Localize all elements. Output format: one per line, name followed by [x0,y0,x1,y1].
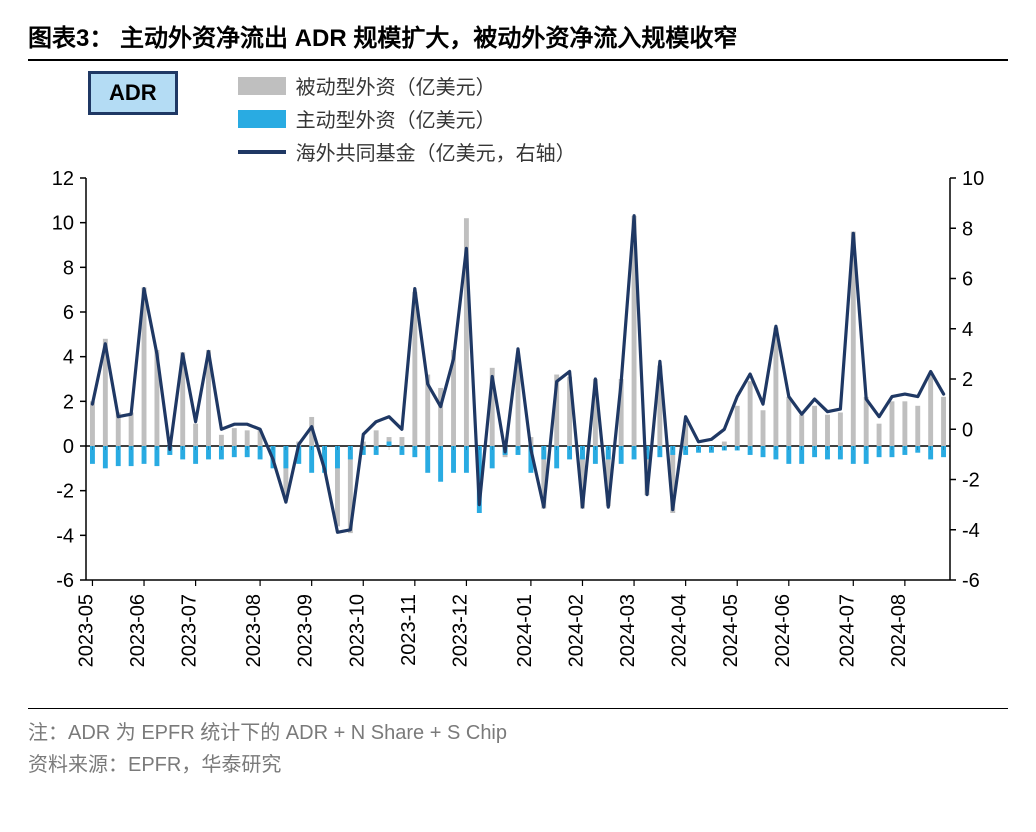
svg-text:-6: -6 [56,570,74,592]
chart-svg: -6 -4 -2 0 2 4 6 8 10 12 -6 -4 -2 0 2 4 6 8 10 2023-05 2023-… [28,170,1008,700]
swatch-active [238,110,286,128]
svg-text:-2: -2 [962,470,980,492]
svg-text:2023-11: 2023-11 [398,594,420,666]
swatch-passive [238,77,286,95]
footnote-1: 注：ADR 为 EPFR 统计下的 ADR + N Share + S Chip [28,717,1008,749]
svg-text:-4: -4 [56,525,74,547]
svg-text:6: 6 [962,269,973,291]
svg-text:2023-08: 2023-08 [243,594,265,667]
legend-label-passive: 被动型外资（亿美元） [296,71,496,100]
svg-text:-2: -2 [56,481,74,503]
svg-text:2024-08: 2024-08 [888,594,910,667]
legend: ADR 被动型外资（亿美元） 主动型外资（亿美元） 海外共同基金（亿美元，右轴） [28,71,1008,166]
svg-text:8: 8 [63,257,74,279]
adr-badge: ADR [88,71,178,115]
svg-text:8: 8 [962,218,973,240]
svg-text:6: 6 [63,302,74,324]
svg-text:10: 10 [52,213,74,235]
legend-label-active: 主动型外资（亿美元） [296,104,496,133]
svg-text:-4: -4 [962,520,980,542]
legend-label-fund: 海外共同基金（亿美元，右轴） [296,137,576,166]
svg-text:2023-12: 2023-12 [449,594,471,667]
svg-text:2024-01: 2024-01 [514,594,536,667]
legend-item-active: 主动型外资（亿美元） [238,104,576,133]
chart-area: -6 -4 -2 0 2 4 6 8 10 12 -6 -4 -2 0 2 4 6 8 10 2023-05 2023-… [28,170,1008,700]
svg-text:4: 4 [962,319,973,341]
footnote-2: 资料来源：EPFR，华泰研究 [28,749,1008,781]
svg-text:2024-05: 2024-05 [720,594,742,667]
legend-item-passive: 被动型外资（亿美元） [238,71,576,100]
chart-title: 图表3： 主动外资净流出 ADR 规模扩大，被动外资净流入规模收窄 [28,18,1008,61]
svg-text:0: 0 [63,436,74,458]
svg-text:12: 12 [52,170,74,190]
svg-text:10: 10 [962,170,984,190]
svg-text:2023-06: 2023-06 [127,594,149,667]
svg-text:2024-07: 2024-07 [836,594,858,667]
svg-text:2023-09: 2023-09 [295,594,317,667]
svg-text:-6: -6 [962,570,980,592]
svg-text:2023-10: 2023-10 [346,594,368,667]
svg-text:2023-05: 2023-05 [75,594,97,667]
svg-text:2023-07: 2023-07 [179,594,201,667]
footnotes: 注：ADR 为 EPFR 统计下的 ADR + N Share + S Chip… [28,708,1008,781]
legend-item-fund: 海外共同基金（亿美元，右轴） [238,137,576,166]
svg-text:4: 4 [63,347,74,369]
svg-text:2024-04: 2024-04 [669,594,691,667]
svg-text:0: 0 [962,419,973,441]
svg-text:2: 2 [962,369,973,391]
svg-text:2: 2 [63,391,74,413]
svg-text:2024-02: 2024-02 [565,594,587,667]
svg-text:2024-06: 2024-06 [772,594,794,667]
swatch-fund [238,150,286,154]
svg-text:2024-03: 2024-03 [617,594,639,667]
